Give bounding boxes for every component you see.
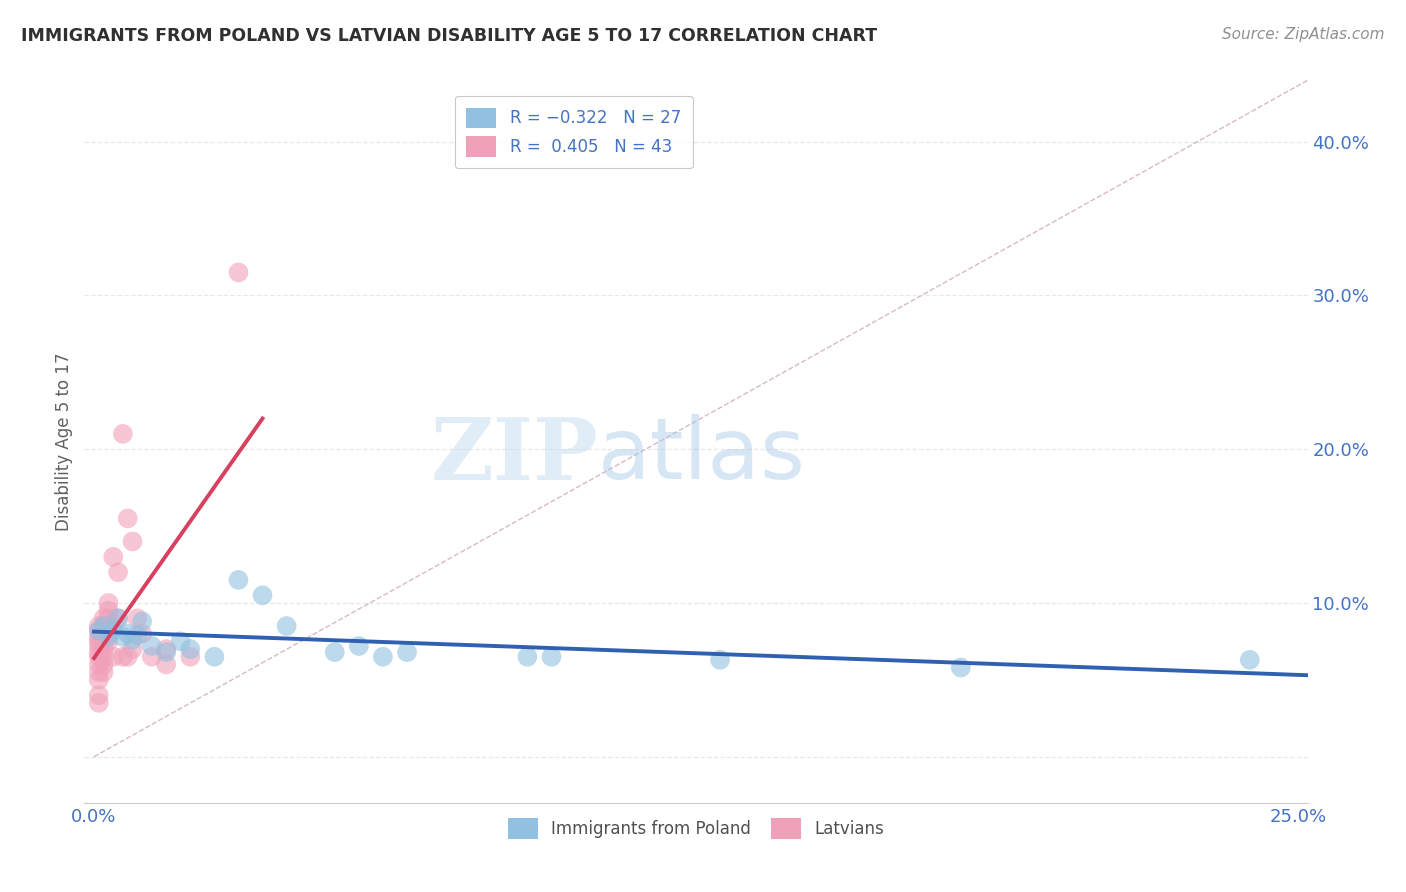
Point [93,619,115,633]
Point [87,645,110,659]
Point [103,649,125,664]
Point [93,642,115,657]
Point [87,624,110,638]
Point [141,649,163,664]
Point [155,657,177,672]
Point [87,624,110,638]
Point [121,534,143,549]
Point [395,645,418,659]
Point [127,628,149,642]
Text: Source: ZipAtlas.com: Source: ZipAtlas.com [1222,27,1385,42]
Point [131,615,153,629]
Point [87,639,110,653]
Point [111,426,134,441]
Point [127,611,149,625]
Text: ZIP: ZIP [430,414,598,498]
Point [155,645,177,659]
Point [87,696,110,710]
Point [202,649,225,664]
Point [121,642,143,657]
Point [107,565,129,579]
Point [228,573,250,587]
Point [87,673,110,687]
Point [97,626,120,640]
Point [1239,653,1261,667]
Point [252,588,274,602]
Point [93,619,115,633]
Point [121,632,143,647]
Point [371,649,394,664]
Point [949,660,972,674]
Point [117,649,139,664]
Point [93,649,115,664]
Point [117,511,139,525]
Point [103,624,125,638]
Point [87,649,110,664]
Point [87,665,110,680]
Point [87,619,110,633]
Point [141,639,163,653]
Point [107,611,129,625]
Point [87,688,110,702]
Point [87,634,110,648]
Point [170,634,193,648]
Point [347,639,370,653]
Point [93,634,115,648]
Point [97,619,120,633]
Point [131,626,153,640]
Legend: Immigrants from Poland, Latvians: Immigrants from Poland, Latvians [498,808,894,848]
Point [107,611,129,625]
Point [93,657,115,672]
Point [111,649,134,664]
Point [323,645,346,659]
Point [87,657,110,672]
Point [516,649,538,664]
Point [103,549,125,564]
Point [276,619,298,633]
Point [709,653,731,667]
Point [97,604,120,618]
Point [97,596,120,610]
Point [155,642,177,657]
Point [93,626,115,640]
Point [179,649,201,664]
Point [228,265,250,279]
Point [97,634,120,648]
Point [97,630,120,644]
Point [93,665,115,680]
Point [179,642,201,657]
Text: atlas: atlas [598,415,806,498]
Point [87,630,110,644]
Point [93,611,115,625]
Text: IMMIGRANTS FROM POLAND VS LATVIAN DISABILITY AGE 5 TO 17 CORRELATION CHART: IMMIGRANTS FROM POLAND VS LATVIAN DISABI… [21,27,877,45]
Point [97,611,120,625]
Y-axis label: Disability Age 5 to 17: Disability Age 5 to 17 [55,352,73,531]
Point [111,630,134,644]
Point [117,626,139,640]
Point [540,649,562,664]
